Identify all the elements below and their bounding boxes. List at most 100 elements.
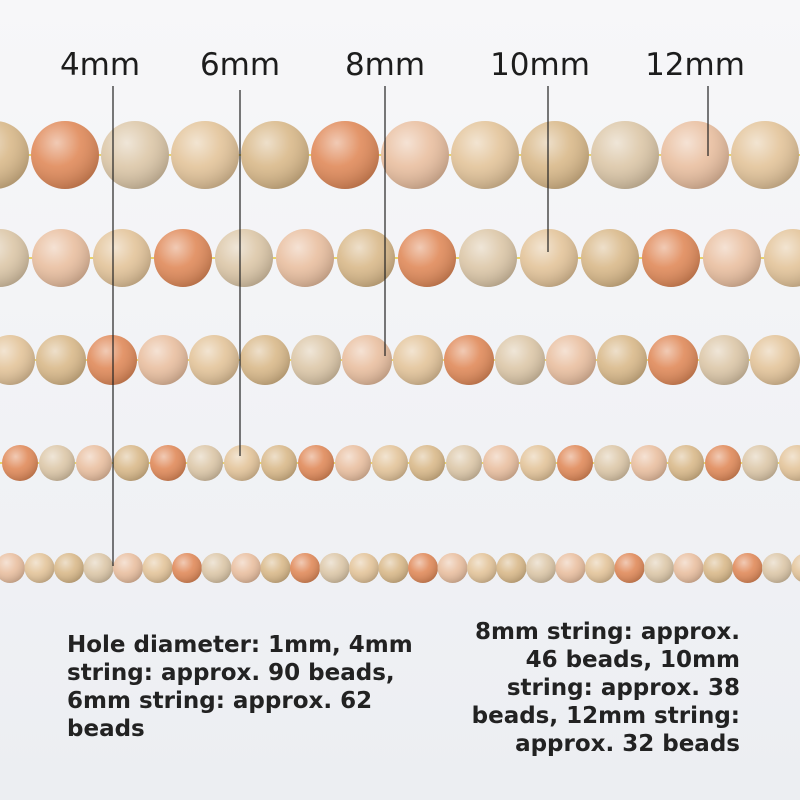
- bead-shine: [762, 553, 792, 583]
- bead-shine: [594, 445, 630, 481]
- bead-shine: [39, 445, 75, 481]
- bead-shine: [342, 335, 392, 385]
- bead-shine: [703, 553, 733, 583]
- bead-shine: [93, 229, 151, 287]
- bead-shine: [154, 229, 212, 287]
- bead-shine: [742, 445, 778, 481]
- bead-shine: [791, 554, 800, 582]
- bead-shine: [171, 121, 239, 189]
- bead-shine: [631, 445, 667, 481]
- bead-shine: [24, 553, 55, 583]
- bead-shine: [87, 335, 137, 385]
- bead-shine: [187, 445, 223, 481]
- bead-shine: [201, 553, 232, 583]
- bead-shine: [224, 445, 260, 481]
- bead-shine: [467, 553, 497, 583]
- bead-shine: [32, 229, 90, 287]
- bead-shine: [240, 335, 290, 385]
- bead-shine: [495, 335, 545, 385]
- bead-shine: [408, 553, 438, 583]
- bead-shine: [699, 335, 749, 385]
- bead-shine: [483, 445, 519, 481]
- bead-shine: [291, 335, 341, 385]
- description-line: Hole diameter: 1mm, 4mm: [67, 632, 413, 658]
- bead-shine: [0, 229, 29, 287]
- bead-shine: [31, 121, 99, 189]
- bead-shine: [0, 335, 35, 385]
- bead-shine: [83, 553, 114, 583]
- bead-shine: [444, 335, 494, 385]
- size-label: 8mm: [345, 47, 425, 83]
- bead-shine: [581, 229, 639, 287]
- bead-shine: [585, 553, 615, 583]
- leader-lines: [112, 86, 709, 566]
- description-line: 8mm string: approx.: [475, 619, 740, 645]
- description-line: 46 beads, 10mm: [526, 647, 740, 673]
- bead-shine: [378, 553, 409, 583]
- bead-shine: [779, 445, 800, 481]
- size-label: 12mm: [645, 47, 745, 83]
- bead-shine: [521, 121, 589, 189]
- bead-shine: [764, 229, 800, 287]
- bead-shine: [381, 121, 449, 189]
- bead-shine: [113, 445, 149, 481]
- bead-shine: [276, 229, 334, 287]
- description-line: 6mm string: approx. 62: [67, 688, 372, 714]
- bead-shine: [319, 553, 350, 583]
- bead-shine: [372, 445, 408, 481]
- size-label: 10mm: [490, 47, 590, 83]
- size-label: 4mm: [60, 47, 140, 83]
- bead-shine: [54, 553, 84, 583]
- description-line: approx. 32 beads: [515, 731, 740, 757]
- bead-shine: [172, 553, 202, 583]
- bead-shine: [393, 335, 443, 385]
- bead-shine: [409, 445, 445, 481]
- bead-shine: [398, 229, 456, 287]
- bead-shine: [520, 229, 578, 287]
- bead-shine: [673, 553, 704, 583]
- bead-shine: [496, 553, 527, 583]
- bead-shine: [437, 553, 468, 583]
- bead-shine: [101, 121, 169, 189]
- bead-shine: [459, 229, 517, 287]
- bead-shine: [648, 335, 698, 385]
- bead-shine: [546, 335, 596, 385]
- bead-shine: [231, 553, 261, 583]
- bead-shine: [614, 553, 645, 583]
- bead-shine: [451, 121, 519, 189]
- bead-shine: [138, 335, 188, 385]
- bead-shine: [591, 121, 659, 189]
- bead-shine: [76, 445, 112, 481]
- description-line: string: approx. 90 beads,: [67, 660, 395, 686]
- bead-shine: [36, 335, 86, 385]
- bead-shine: [241, 121, 309, 189]
- description-line: beads, 12mm string:: [472, 703, 740, 729]
- bead-shine: [142, 553, 173, 583]
- bead-shine: [150, 445, 186, 481]
- bead-shine: [2, 445, 38, 481]
- bead-shine: [661, 121, 729, 189]
- bead-shine: [261, 445, 297, 481]
- bead-shine: [113, 553, 143, 583]
- bead-shine: [668, 445, 704, 481]
- bead-shine: [731, 121, 799, 189]
- bead-shine: [732, 553, 763, 583]
- bead-shine: [705, 445, 741, 481]
- bead-shine: [290, 553, 320, 583]
- bead-shine: [189, 335, 239, 385]
- bead-shine: [298, 445, 334, 481]
- bead-strings: [0, 121, 800, 583]
- bead-shine: [446, 445, 482, 481]
- bead-shine: [555, 553, 586, 583]
- bead-shine: [703, 229, 761, 287]
- right-description: 8mm string: approx.46 beads, 10mmstring:…: [472, 619, 740, 757]
- bead-shine: [337, 229, 395, 287]
- size-label: 6mm: [200, 47, 280, 83]
- bead-shine: [335, 445, 371, 481]
- bead-shine: [642, 229, 700, 287]
- bead-shine: [520, 445, 556, 481]
- bead-shine: [557, 445, 593, 481]
- bead-shine: [349, 553, 379, 583]
